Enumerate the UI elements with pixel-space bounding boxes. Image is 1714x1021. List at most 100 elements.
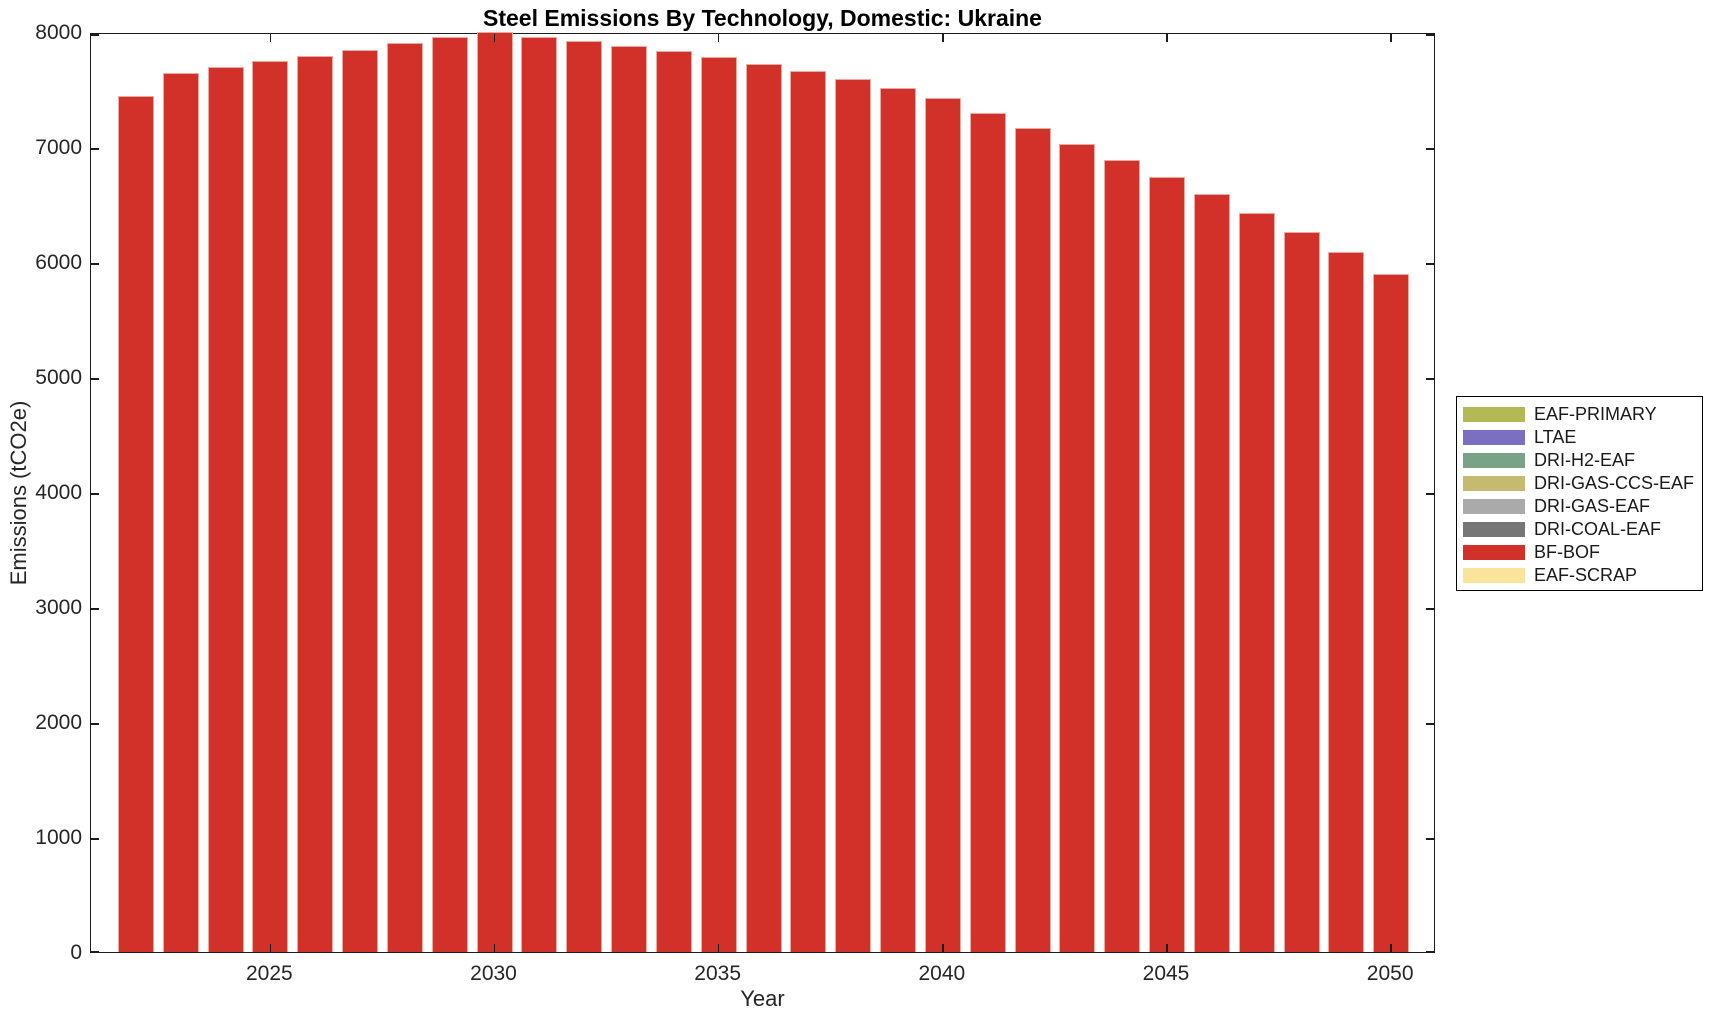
- legend-item-dri-coal-eaf: DRI-COAL-EAF: [1457, 518, 1702, 541]
- bar-2024: [207, 66, 244, 952]
- chart-title: Steel Emissions By Technology, Domestic:…: [483, 5, 1042, 31]
- y-tick-mark-5000-right: [1426, 378, 1434, 380]
- y-tick-mark-7000-right: [1426, 148, 1434, 150]
- bar-2031: [521, 36, 558, 952]
- x-tick-mark-2040-top: [942, 34, 944, 42]
- legend-label-dri-gas-ccs-eaf: DRI-GAS-CCS-EAF: [1534, 473, 1695, 493]
- y-tick-mark-1000-right: [1426, 838, 1434, 840]
- y-tick-label-1000: 1000: [35, 826, 82, 849]
- bar-2036: [745, 64, 782, 952]
- legend-swatch-eaf-primary: [1463, 407, 1525, 422]
- y-tick-label-3000: 3000: [35, 596, 82, 619]
- x-tick-label-2050: 2050: [1366, 962, 1414, 985]
- bar-2033: [611, 45, 647, 952]
- y-tick-mark-8000-right: [1426, 34, 1434, 36]
- legend-label-eaf-scrap: EAF-SCRAP: [1534, 565, 1638, 585]
- legend-label-dri-h2-eaf: DRI-H2-EAF: [1534, 450, 1636, 470]
- legend-item-dri-gas-ccs-eaf: DRI-GAS-CCS-EAF: [1457, 472, 1702, 495]
- y-tick-label-7000: 7000: [35, 136, 82, 159]
- x-tick-label-2030: 2030: [470, 962, 517, 985]
- y-tick-mark-1000-left: [91, 838, 99, 840]
- bar-2023: [162, 72, 199, 952]
- legend-item-dri-gas-eaf: DRI-GAS-EAF: [1457, 495, 1702, 518]
- x-tick-mark-2030-bottom: [493, 944, 496, 952]
- bar-2042: [1014, 128, 1051, 952]
- y-tick-mark-2000-right: [1426, 723, 1434, 725]
- bar-2038: [835, 79, 872, 952]
- x-tick-mark-2025-top: [269, 34, 272, 42]
- legend-item-bf-bof: BF-BOF: [1457, 541, 1702, 564]
- x-tick-mark-2050-bottom: [1390, 944, 1392, 952]
- bar-2040: [924, 98, 961, 952]
- x-tick-mark-2045-top: [1166, 34, 1168, 42]
- legend-swatch-bf-bof: [1463, 545, 1525, 560]
- plot-area: [90, 32, 1435, 953]
- y-tick-mark-7000-left: [91, 148, 99, 150]
- legend-item-eaf-primary: EAF-PRIMARY: [1457, 403, 1702, 426]
- bar-2044: [1104, 159, 1141, 952]
- x-tick-label-2040: 2040: [918, 962, 966, 985]
- bar-2029: [431, 37, 468, 952]
- y-tick-mark-2000-left: [91, 723, 99, 725]
- legend-label-bf-bof: BF-BOF: [1534, 542, 1600, 562]
- x-tick-mark-2030-top: [493, 34, 496, 42]
- legend-item-ltae: LTAE: [1457, 426, 1702, 449]
- bar-2048: [1283, 232, 1320, 952]
- y-tick-label-0: 0: [70, 941, 82, 964]
- bar-2034: [655, 51, 692, 952]
- x-tick-mark-2035-top: [717, 34, 720, 42]
- legend-label-dri-gas-eaf: DRI-GAS-EAF: [1534, 496, 1651, 516]
- legend-box: EAF-PRIMARY LTAE DRI-H2-EAF DRI-GAS-CCS-EAF…: [1456, 396, 1703, 591]
- x-tick-label-2025: 2025: [245, 962, 293, 985]
- bar-2047: [1238, 212, 1275, 952]
- legend-swatch-dri-coal-eaf: [1463, 522, 1525, 537]
- bar-2046: [1193, 194, 1230, 952]
- y-tick-mark-5000-left: [91, 378, 99, 380]
- bar-2039: [880, 88, 916, 952]
- legend-swatch-ltae: [1463, 430, 1525, 445]
- legend-swatch-dri-gas-eaf: [1463, 499, 1525, 514]
- y-tick-label-4000: 4000: [35, 481, 82, 504]
- bar-2037: [790, 71, 827, 952]
- bar-2049: [1328, 252, 1365, 952]
- y-tick-mark-0-left: [91, 951, 99, 953]
- x-tick-label-2045: 2045: [1142, 962, 1190, 985]
- y-tick-mark-0-right: [1426, 951, 1434, 953]
- y-tick-mark-3000-left: [91, 608, 99, 610]
- bar-2026: [297, 56, 334, 952]
- x-tick-mark-2045-bottom: [1166, 944, 1168, 952]
- bar-2035: [700, 57, 737, 952]
- bar-2025: [252, 61, 289, 952]
- y-tick-mark-4000-left: [91, 493, 99, 495]
- bar-2027: [342, 49, 378, 952]
- legend-label-eaf-primary: EAF-PRIMARY: [1534, 404, 1657, 424]
- x-axis-label: Year: [740, 986, 785, 1011]
- y-tick-mark-6000-left: [91, 263, 99, 265]
- y-tick-label-6000: 6000: [35, 251, 82, 274]
- x-tick-mark-2040-bottom: [942, 944, 944, 952]
- legend-swatch-dri-gas-ccs-eaf: [1463, 476, 1525, 491]
- y-tick-mark-4000-right: [1426, 493, 1434, 495]
- legend-swatch-eaf-scrap: [1463, 568, 1525, 583]
- bar-2032: [566, 41, 603, 952]
- bar-2041: [969, 113, 1006, 952]
- y-tick-mark-8000-left: [91, 34, 99, 36]
- y-tick-mark-6000-right: [1426, 263, 1434, 265]
- y-tick-label-5000: 5000: [35, 366, 82, 389]
- x-tick-mark-2050-top: [1390, 34, 1392, 42]
- y-tick-label-8000: 8000: [35, 21, 82, 44]
- bar-2043: [1059, 144, 1096, 952]
- legend-label-ltae: LTAE: [1534, 427, 1577, 447]
- x-tick-mark-2035-bottom: [717, 944, 720, 952]
- bar-2022: [117, 96, 154, 952]
- legend-swatch-dri-h2-eaf: [1463, 453, 1525, 468]
- y-tick-label-2000: 2000: [35, 711, 82, 734]
- y-tick-mark-3000-right: [1426, 608, 1434, 610]
- x-tick-label-2035: 2035: [694, 962, 742, 985]
- x-tick-mark-2025-bottom: [269, 944, 272, 952]
- bar-2030: [476, 32, 513, 952]
- legend-label-dri-coal-eaf: DRI-COAL-EAF: [1534, 519, 1662, 539]
- legend-item-eaf-scrap: EAF-SCRAP: [1457, 564, 1702, 587]
- legend-item-dri-h2-eaf: DRI-H2-EAF: [1457, 449, 1702, 472]
